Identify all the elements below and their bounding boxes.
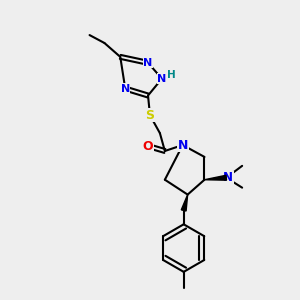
Text: O: O [143,140,153,152]
Text: N: N [157,74,167,84]
Polygon shape [181,195,188,211]
Text: N: N [223,171,233,184]
Text: N: N [121,84,130,94]
Text: N: N [178,139,188,152]
Polygon shape [205,175,226,180]
Text: N: N [143,58,153,68]
Text: H: H [167,70,176,80]
Text: S: S [146,109,154,122]
